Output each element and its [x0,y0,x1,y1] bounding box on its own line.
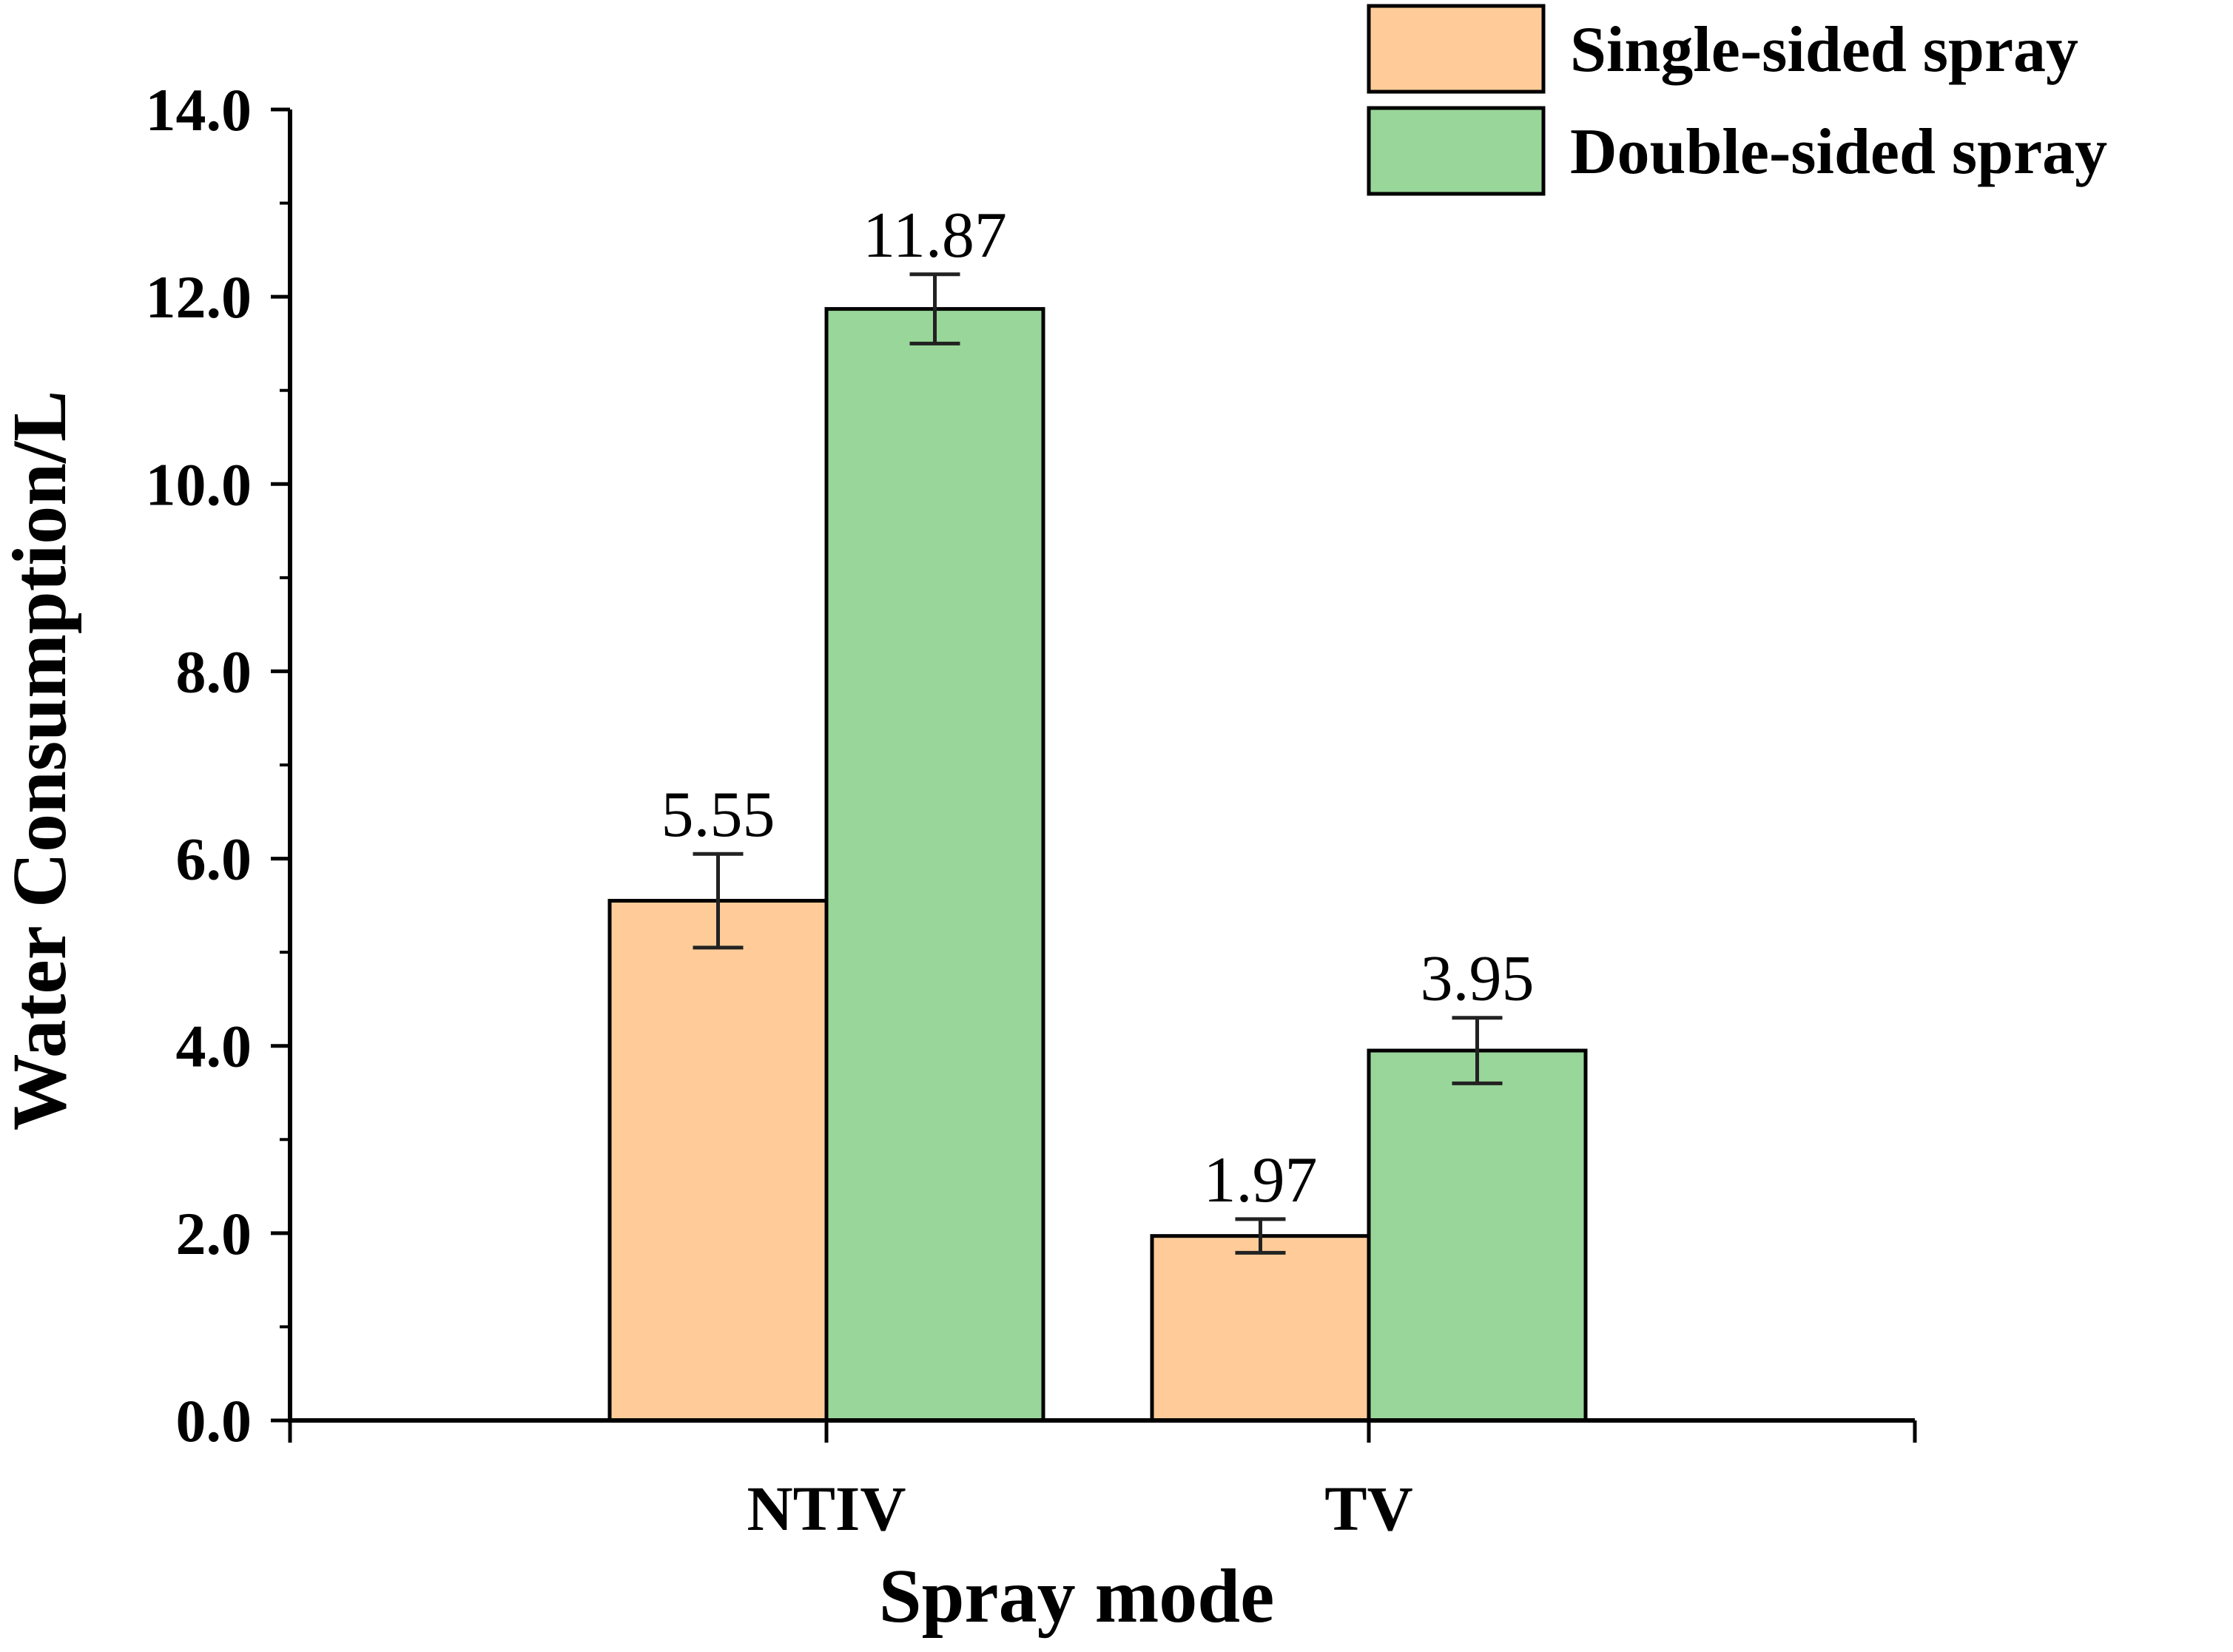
y-tick-label: 14.0 [146,76,252,144]
bar-double-tv [1367,1048,1588,1423]
error-bar [909,272,960,345]
y-tick-label: 2.0 [176,1200,252,1267]
y-tick-label: 10.0 [146,451,252,518]
x-tick-label: TV [1324,1473,1412,1544]
error-bar [1452,1016,1503,1085]
y-tick-label: 8.0 [176,638,252,705]
data-label: 11.87 [863,200,1007,272]
legend-label: Double-sided spray [1570,116,2107,188]
y-tick-label: 0.0 [176,1387,252,1454]
y-tick-label: 4.0 [176,1013,252,1080]
legend-label: Single-sided spray [1570,14,2078,86]
legend: Single-sided spray Double-sided spray [1367,4,2107,196]
data-label: 1.97 [1204,1144,1318,1216]
legend-swatch [1367,106,1546,196]
plot-area: 5.55 1.97 11.87 3.95 [607,200,1588,1423]
y-axis-title: Water Consumption/L [0,391,82,1131]
data-label: 5.55 [661,779,775,851]
error-bar [1235,1217,1286,1255]
axes: 0.0 2.0 4.0 6.0 8.0 10.0 12.0 14.0 NTIV TV [146,76,1917,1544]
legend-swatch [1367,4,1546,94]
data-label: 3.95 [1421,943,1535,1015]
bar-single-tv [1150,1234,1371,1423]
bar-single-ntiv [607,899,829,1423]
legend-item: Single-sided spray [1367,4,2078,94]
y-tick-label: 12.0 [146,263,252,331]
bar-double-ntiv [824,307,1045,1423]
y-tick-label: 6.0 [176,826,252,893]
x-axis-title: Spray mode [879,1554,1274,1639]
legend-item: Double-sided spray [1367,106,2107,196]
x-tick-label: NTIV [747,1473,906,1544]
error-bar [693,852,744,950]
